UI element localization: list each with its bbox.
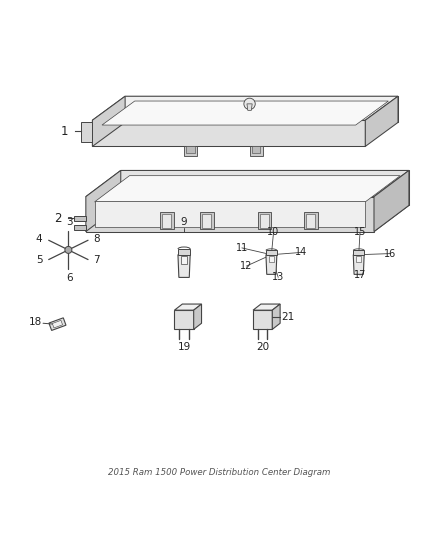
- Text: 7: 7: [93, 255, 99, 265]
- Text: 2015 Ram 1500 Power Distribution Center Diagram: 2015 Ram 1500 Power Distribution Center …: [108, 468, 330, 477]
- Text: 11: 11: [236, 243, 248, 253]
- Text: 10: 10: [268, 227, 280, 237]
- Polygon shape: [260, 214, 269, 228]
- Polygon shape: [52, 320, 63, 328]
- Polygon shape: [92, 96, 125, 147]
- Polygon shape: [159, 212, 173, 229]
- Polygon shape: [74, 216, 86, 221]
- Polygon shape: [252, 147, 261, 154]
- Polygon shape: [174, 310, 194, 329]
- Text: 4: 4: [35, 233, 42, 244]
- Polygon shape: [356, 256, 361, 262]
- Text: 13: 13: [272, 272, 284, 282]
- Polygon shape: [304, 212, 318, 229]
- Text: 12: 12: [240, 261, 253, 271]
- Polygon shape: [353, 251, 364, 255]
- Polygon shape: [181, 256, 187, 264]
- Polygon shape: [49, 318, 66, 330]
- Polygon shape: [268, 256, 274, 262]
- Polygon shape: [95, 176, 400, 202]
- Text: 2: 2: [54, 212, 62, 225]
- Text: 14: 14: [295, 247, 307, 257]
- Polygon shape: [194, 304, 201, 329]
- Polygon shape: [266, 251, 277, 255]
- Text: 21: 21: [281, 312, 294, 322]
- Text: 20: 20: [256, 343, 269, 352]
- Polygon shape: [247, 104, 252, 110]
- Text: 18: 18: [29, 317, 42, 327]
- Polygon shape: [95, 201, 365, 227]
- Text: 17: 17: [354, 270, 366, 280]
- Polygon shape: [186, 147, 195, 154]
- Polygon shape: [86, 171, 121, 231]
- Polygon shape: [374, 171, 409, 231]
- Polygon shape: [184, 146, 197, 156]
- Polygon shape: [365, 96, 398, 147]
- Polygon shape: [258, 212, 272, 229]
- Polygon shape: [202, 214, 211, 228]
- Polygon shape: [174, 304, 201, 310]
- Polygon shape: [353, 255, 364, 274]
- Text: 3: 3: [67, 216, 73, 227]
- Text: 5: 5: [36, 255, 43, 265]
- Text: 15: 15: [354, 227, 366, 237]
- Polygon shape: [102, 101, 389, 125]
- Polygon shape: [178, 255, 190, 277]
- Polygon shape: [92, 96, 398, 120]
- Polygon shape: [306, 214, 315, 228]
- Polygon shape: [253, 310, 272, 329]
- Text: 16: 16: [385, 248, 397, 259]
- Polygon shape: [121, 171, 409, 205]
- Polygon shape: [86, 205, 409, 231]
- Polygon shape: [74, 225, 86, 230]
- Circle shape: [244, 98, 255, 110]
- Circle shape: [65, 246, 72, 253]
- Polygon shape: [266, 255, 277, 274]
- Polygon shape: [272, 304, 280, 329]
- Polygon shape: [253, 304, 280, 310]
- Polygon shape: [81, 123, 92, 142]
- Text: 6: 6: [67, 273, 73, 283]
- Polygon shape: [125, 96, 398, 123]
- Polygon shape: [162, 214, 171, 228]
- Polygon shape: [200, 212, 214, 229]
- Polygon shape: [92, 120, 365, 147]
- Text: 9: 9: [181, 217, 187, 227]
- Polygon shape: [250, 146, 263, 156]
- Text: 8: 8: [93, 233, 99, 244]
- Polygon shape: [86, 171, 409, 197]
- Polygon shape: [178, 249, 190, 255]
- Text: 19: 19: [177, 343, 191, 352]
- Polygon shape: [86, 197, 374, 231]
- Text: 1: 1: [61, 125, 68, 138]
